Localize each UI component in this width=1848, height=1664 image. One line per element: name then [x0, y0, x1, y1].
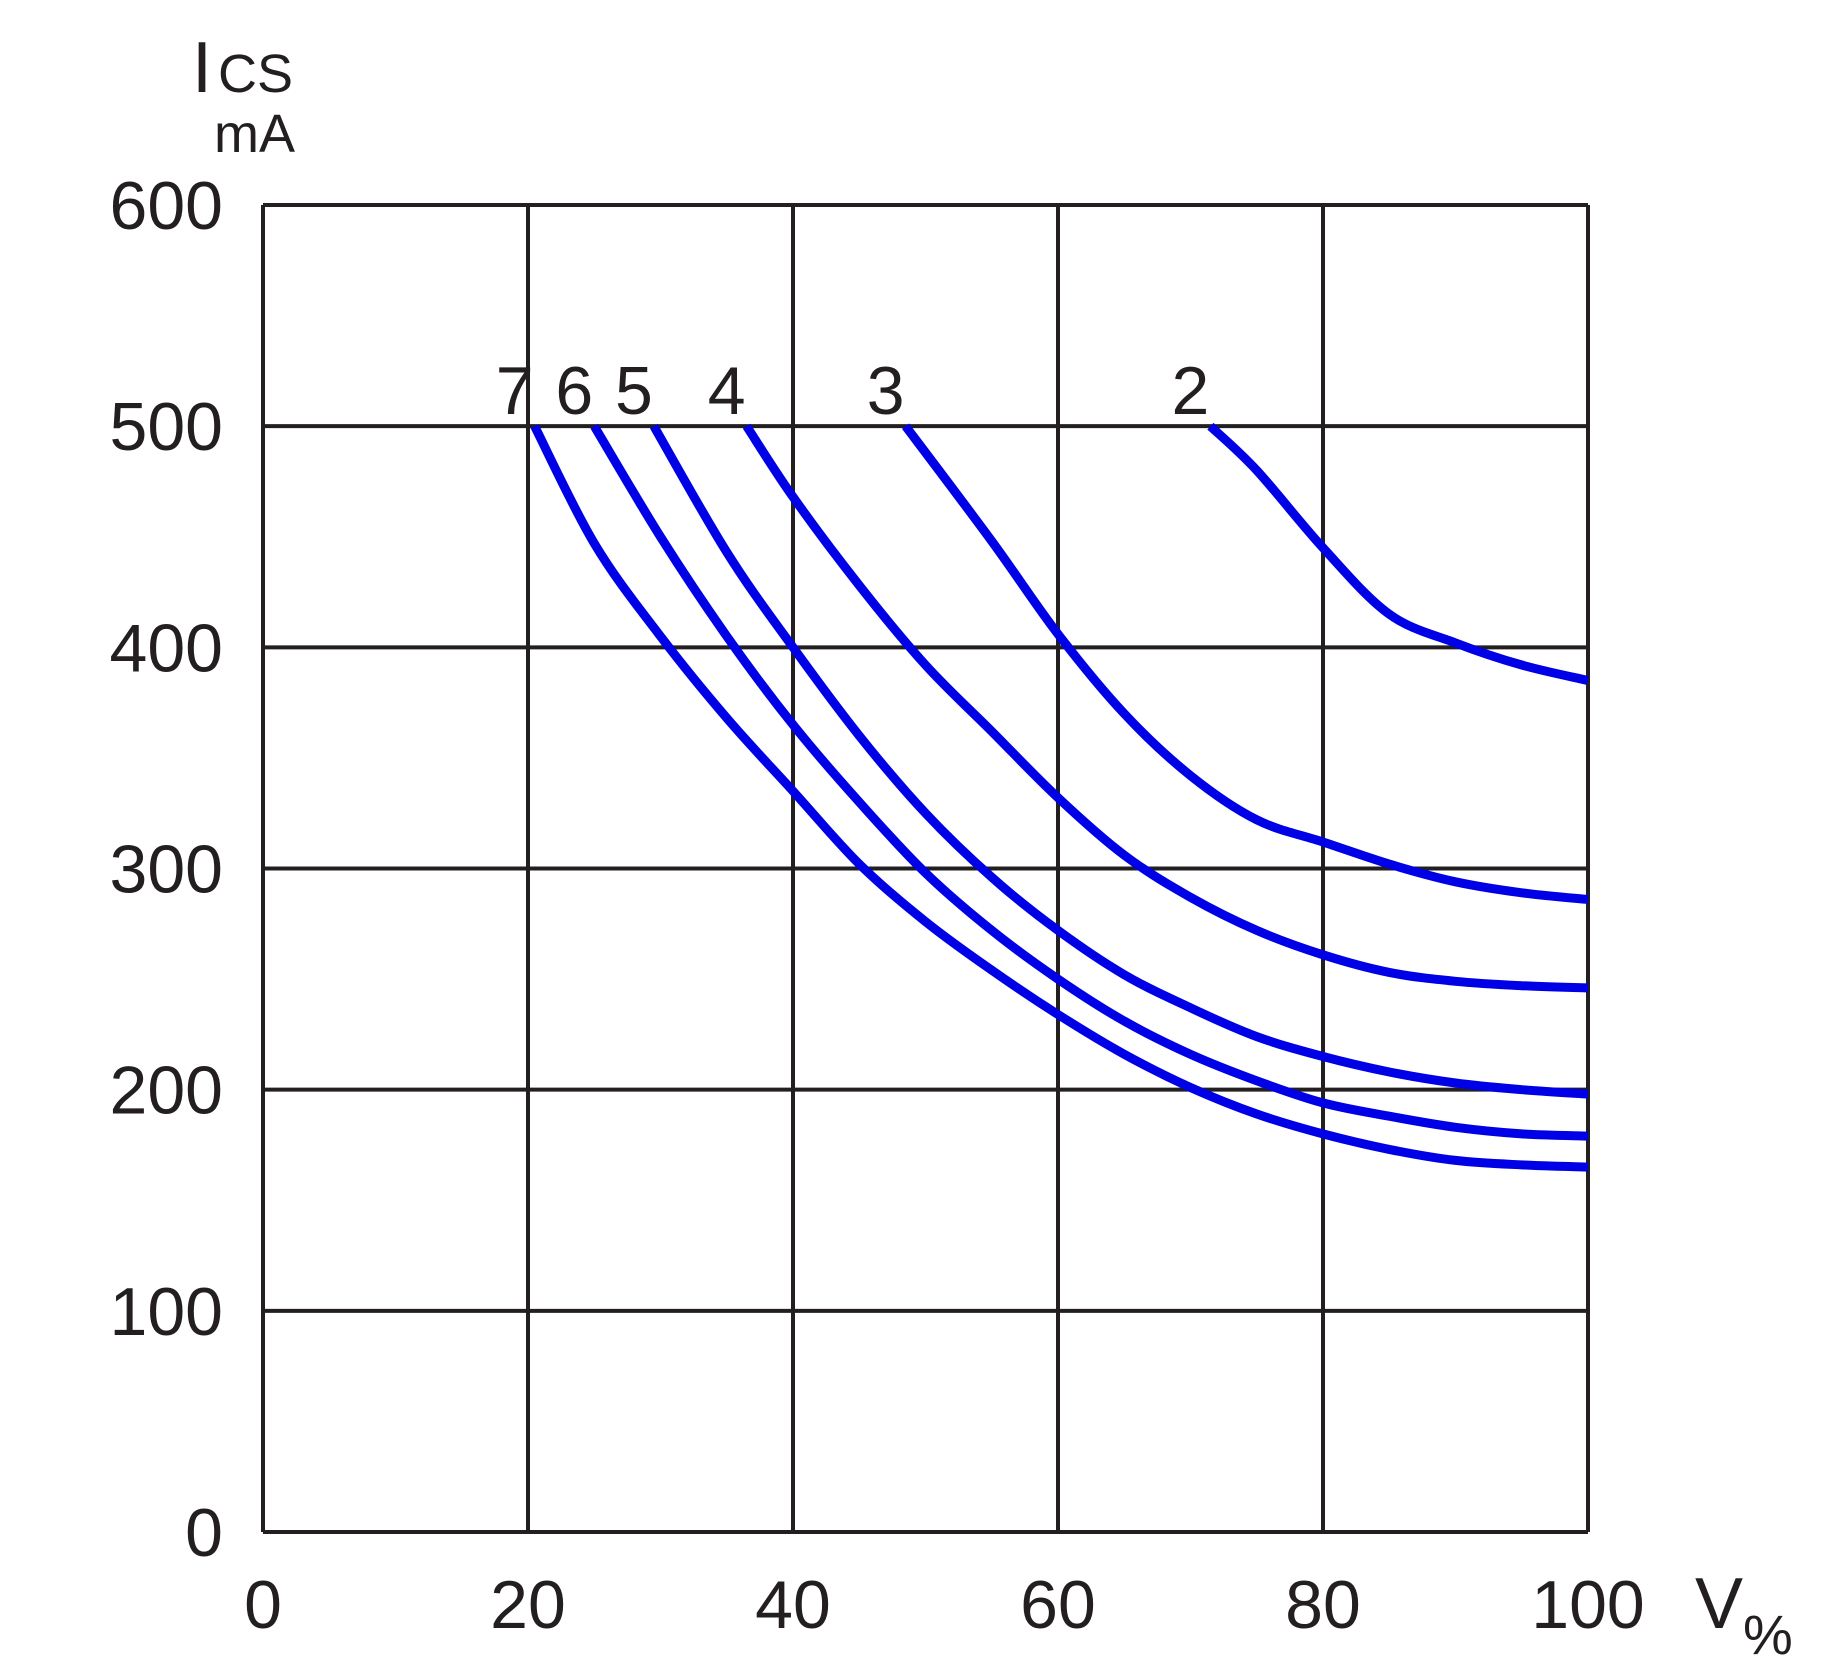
- x-tick-label: 0: [244, 1567, 282, 1643]
- series-line-7: [530, 424, 1589, 1172]
- x-tick-label: 40: [755, 1567, 831, 1643]
- y-tick-label: 500: [110, 389, 223, 465]
- y-axis-unit: mA: [214, 104, 295, 164]
- grid: [261, 203, 1590, 1534]
- series-label-3: 3: [867, 353, 905, 429]
- y-tick-label: 200: [110, 1053, 223, 1129]
- y-tick-label: 100: [110, 1274, 223, 1350]
- series-label-7: 7: [496, 353, 534, 429]
- y-tick-label: 600: [110, 168, 223, 244]
- series-line-5: [650, 423, 1589, 1099]
- y-tick-label: 300: [110, 832, 223, 908]
- y-tick-label: 400: [110, 610, 223, 686]
- x-tick-label: 20: [490, 1567, 566, 1643]
- x-tick-label: 80: [1285, 1567, 1361, 1643]
- y-axis-title-subscript: CS: [218, 44, 293, 104]
- series-label-2: 2: [1171, 353, 1209, 429]
- x-axis-title-main: V: [1695, 1564, 1743, 1644]
- y-axis-title: I CS: [192, 28, 293, 108]
- x-tick-label: 60: [1020, 1567, 1096, 1643]
- x-tick-label: 100: [1531, 1567, 1644, 1643]
- series-label-4: 4: [708, 353, 746, 429]
- curves: [530, 422, 1590, 1172]
- series-line-6: [590, 423, 1589, 1141]
- y-axis-title-main: I: [192, 28, 212, 108]
- series-line-4: [742, 423, 1589, 993]
- series-line-2: [1207, 422, 1590, 685]
- series-label-6: 6: [555, 353, 593, 429]
- tick-labels: 0 20 40 60 80 100 0 100 200 300 400 500 600: [110, 168, 1645, 1643]
- series-line-3: [902, 423, 1589, 904]
- x-axis-title: V%: [1695, 1564, 1793, 1664]
- y-tick-label: 0: [185, 1495, 223, 1571]
- x-axis-title-subscript: %: [1743, 1603, 1793, 1664]
- series-label-5: 5: [615, 353, 653, 429]
